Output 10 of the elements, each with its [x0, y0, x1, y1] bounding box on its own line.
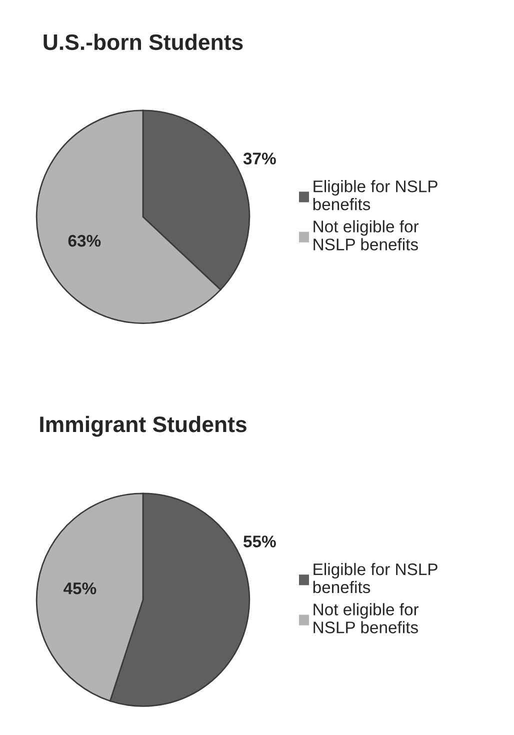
- data-label: 63%: [68, 234, 101, 247]
- chart-title: Immigrant Students: [40, 416, 246, 437]
- legend-label: Not eligible for NSLP benefits: [314, 603, 419, 634]
- legend-label: Eligible for NSLP benefits: [313, 562, 438, 594]
- legend-label: Eligible for NSLP benefits: [313, 180, 438, 210]
- data-label: 55%: [244, 536, 276, 548]
- data-label: 45%: [64, 582, 96, 594]
- data-label: 37%: [243, 152, 276, 164]
- chart-title: U.S.-born Students: [44, 34, 243, 50]
- legend-label: Not eligible for NSLP benefits: [314, 220, 419, 250]
